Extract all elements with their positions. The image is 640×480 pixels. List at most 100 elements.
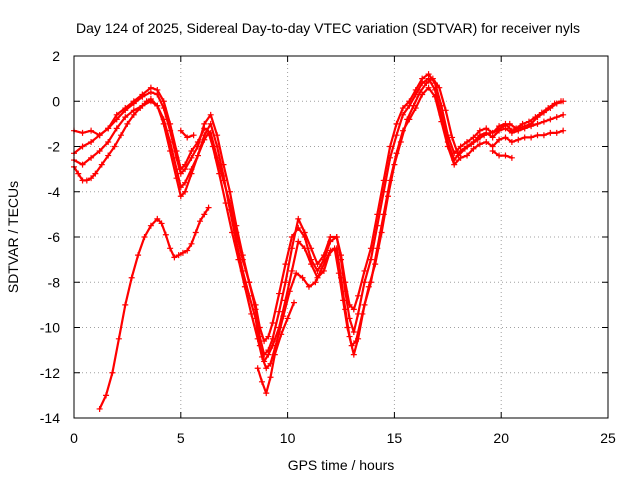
data-point xyxy=(291,299,298,306)
data-point xyxy=(162,231,169,238)
data-point xyxy=(130,100,137,107)
data-point xyxy=(553,129,560,136)
y-tick-label: -8 xyxy=(48,274,61,290)
data-point xyxy=(205,204,212,211)
data-point xyxy=(154,91,161,98)
data-point xyxy=(201,136,208,143)
data-point xyxy=(109,369,116,376)
data-point xyxy=(528,123,535,130)
data-point xyxy=(113,125,120,132)
data-point xyxy=(384,193,391,200)
series-0 xyxy=(71,71,567,345)
data-point xyxy=(248,310,255,317)
data-point xyxy=(278,331,285,338)
data-point xyxy=(444,143,451,150)
data-point xyxy=(534,132,541,139)
data-point xyxy=(79,129,86,136)
data-point xyxy=(483,138,490,145)
data-point xyxy=(261,338,268,345)
data-point xyxy=(506,120,513,127)
data-point xyxy=(75,170,82,177)
data-point xyxy=(246,279,253,286)
data-point xyxy=(111,143,118,150)
data-point xyxy=(160,120,167,127)
data-point xyxy=(508,138,515,145)
data-point xyxy=(474,136,481,143)
data-point xyxy=(515,136,522,143)
grid xyxy=(74,56,608,418)
data-point xyxy=(226,188,233,195)
data-point xyxy=(229,229,236,236)
data-point xyxy=(387,154,394,161)
data-point xyxy=(295,215,302,222)
y-tick-labels: -14 -12 -10 -8 -6 -4 -2 0 2 xyxy=(40,48,60,426)
data-point xyxy=(350,351,357,358)
data-point xyxy=(175,252,182,259)
data-point xyxy=(508,129,515,136)
data-point xyxy=(207,120,214,127)
data-point xyxy=(308,261,315,268)
data-point xyxy=(258,378,265,385)
data-point xyxy=(216,170,223,177)
data-point xyxy=(220,172,227,179)
data-point xyxy=(481,132,488,139)
series-line xyxy=(72,77,565,356)
data-point xyxy=(331,245,338,252)
data-point xyxy=(438,118,445,125)
data-point xyxy=(158,220,165,227)
data-point xyxy=(171,254,178,261)
data-point xyxy=(265,333,272,340)
data-point xyxy=(534,120,541,127)
data-point xyxy=(79,161,86,168)
data-point xyxy=(468,141,475,148)
data-point xyxy=(105,125,112,132)
data-point xyxy=(182,188,189,195)
y-tick-label: 2 xyxy=(52,48,60,64)
y-axis-label: SDTVAR / TECUs xyxy=(5,181,21,293)
data-point xyxy=(547,116,554,123)
data-point xyxy=(130,111,137,118)
data-point xyxy=(451,161,458,168)
data-point xyxy=(367,256,374,263)
data-point xyxy=(105,152,112,159)
data-point xyxy=(188,170,195,177)
data-point xyxy=(194,152,201,159)
data-point xyxy=(190,132,197,139)
data-point xyxy=(538,109,545,116)
data-point xyxy=(508,154,515,161)
data-point xyxy=(496,136,503,143)
data-point xyxy=(314,261,321,268)
data-point xyxy=(135,252,142,259)
data-point xyxy=(299,274,306,281)
data-point xyxy=(558,98,565,105)
data-point xyxy=(254,365,261,372)
data-point xyxy=(301,245,308,252)
data-point xyxy=(284,315,291,322)
data-point xyxy=(528,134,535,141)
data-point xyxy=(350,329,357,336)
data-point xyxy=(182,166,189,173)
data-point xyxy=(222,200,229,207)
data-point xyxy=(340,297,347,304)
data-point xyxy=(147,222,154,229)
data-point xyxy=(442,107,449,114)
data-point xyxy=(271,351,278,358)
data-point xyxy=(500,123,507,130)
data-point xyxy=(431,93,438,100)
data-point xyxy=(489,134,496,141)
data-point xyxy=(167,127,174,134)
data-point xyxy=(286,288,293,295)
data-point xyxy=(521,125,528,132)
data-point xyxy=(547,129,554,136)
data-point xyxy=(88,154,95,161)
data-point xyxy=(269,319,276,326)
data-point xyxy=(205,129,212,136)
data-point xyxy=(167,245,174,252)
data-point xyxy=(327,234,334,240)
series-line xyxy=(491,149,513,159)
data-point xyxy=(551,100,558,107)
data-point xyxy=(361,267,368,274)
y-tick-label: -10 xyxy=(40,320,60,336)
data-point xyxy=(128,274,135,281)
data-point xyxy=(397,138,404,145)
